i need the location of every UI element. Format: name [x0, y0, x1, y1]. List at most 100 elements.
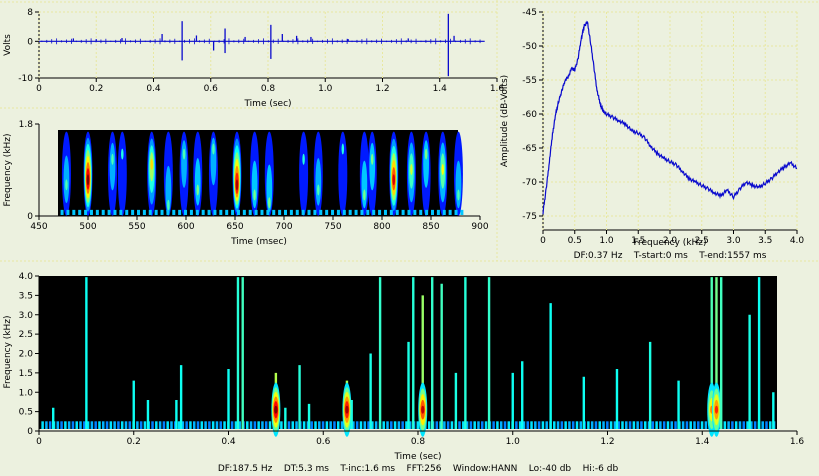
zoom-spectrogram-base [348, 209, 352, 215]
spectrogram-base [264, 421, 268, 429]
zoom-spectrogram-base [137, 209, 140, 215]
spectrogram-base [90, 421, 94, 429]
zoom-spectrogram-base [289, 209, 293, 215]
spectrogram-base [575, 421, 579, 429]
zoom-spectrogram-y-tick-label: 1.8 [19, 120, 34, 130]
zoom-spectrogram-base [101, 209, 105, 215]
spectrogram-base [693, 421, 696, 429]
zoom-spectrogram-base [325, 209, 329, 215]
spectrum-y-tick-label: -75 [522, 212, 537, 222]
zoom-spectrogram-base [225, 209, 229, 215]
zoom-spectrogram-base [113, 209, 117, 215]
spectrogram-base [621, 421, 624, 429]
zoom-spectrogram-base [260, 209, 264, 215]
spectrogram-base [352, 421, 355, 429]
zoom-spectrogram-x-tick-label: 500 [79, 222, 96, 232]
spectrogram-streak [369, 353, 372, 429]
waveform-gridlines [38, 11, 498, 78]
zoom-spectrogram-base [78, 209, 82, 215]
spectrogram-base [727, 421, 730, 429]
zoom-spectrogram-base [160, 209, 164, 215]
zoom-spectrogram-base [125, 209, 129, 215]
spectrogram-base [204, 421, 207, 429]
zoom-spectrogram-blob [253, 189, 256, 201]
spectrogram-base [336, 421, 340, 429]
spectrum-x-tick-label: 1.5 [631, 236, 645, 246]
spectrogram-base [662, 421, 666, 429]
spectrogram-streak [146, 400, 150, 429]
spectrogram-x-tick-label: 1.6 [790, 437, 805, 447]
spectrogram-y-tick-label: 3.5 [19, 291, 33, 301]
spectrogram-x-ticks: 0 0.2 0.4 0.6 0.8 1.0 1.2 1.4 1.6 [36, 431, 804, 447]
spectrogram-base [295, 421, 298, 429]
spectrogram-base [503, 421, 507, 429]
spectrogram-base [189, 421, 192, 429]
zoom-spectrogram-blob [317, 184, 320, 196]
zoom-spectrogram-blob [150, 158, 153, 170]
spectrogram-footer: DF:187.5 Hz DT:5.3 ms T-inc:1.6 ms FFT:2… [218, 464, 619, 474]
spectrogram-streak [85, 277, 88, 429]
spectrum-y-tick-label: -70 [522, 178, 537, 188]
spectrogram-base [166, 421, 169, 429]
zoom-spectrogram-panel: 1.80 450 500 550 600 650 700 750 800 850 900 Freq… [3, 120, 489, 247]
spectrogram-base [613, 421, 617, 429]
spectrogram-base [158, 421, 162, 429]
spectrogram-base [155, 421, 158, 429]
zoom-spectrogram-base [60, 209, 64, 215]
spectrogram-base [45, 421, 48, 429]
spectrum-y-tick-label: -50 [522, 42, 537, 52]
zoom-spectrogram-base [107, 209, 111, 215]
spectrogram-streak [407, 341, 410, 429]
spectrogram-y-tick-label: 0.5 [19, 408, 33, 418]
spectrogram-base [280, 421, 283, 429]
spectrogram-y-tick-label: 2.0 [19, 350, 34, 360]
spectrum-trace [542, 20, 798, 215]
panel-separators [0, 0, 819, 262]
zoom-spectrogram-base [266, 209, 270, 215]
zoom-spectrogram-base [331, 209, 335, 215]
zoom-spectrogram-base [431, 209, 434, 215]
zoom-spectrogram-base [172, 209, 176, 215]
spectrogram-base [211, 421, 215, 429]
spectrogram-base [534, 421, 537, 429]
spectrogram-base [200, 421, 204, 429]
zoom-spectrogram-base [366, 209, 370, 215]
spectrogram-base [761, 421, 764, 429]
waveform-x-tick-label: 1.6 [490, 84, 505, 94]
spectrogram-base [302, 421, 306, 429]
spectrum-y-label: Amplitude (dB-Volts) [500, 75, 510, 167]
zoom-spectrogram-y-label: Frequency (kHz) [3, 133, 13, 206]
zoom-spectrogram-base [131, 209, 135, 215]
spectrogram-streak [772, 392, 775, 429]
zoom-spectrogram-blob [196, 184, 200, 196]
spectrogram-base [522, 421, 526, 429]
waveform-y-tick-label: 8 [27, 8, 33, 18]
spectrogram-base [185, 421, 188, 429]
spectrogram-base [79, 421, 82, 429]
spectrogram-base [333, 421, 336, 429]
spectrogram-base [738, 421, 742, 429]
spectrogram-base [170, 421, 173, 429]
zoom-spectrogram-blob [165, 165, 172, 214]
zoom-spectrogram-x-ticks: 450 500 550 600 650 700 750 800 850 900 [30, 216, 489, 232]
spectrogram-base [181, 421, 185, 429]
waveform-x-tick-label: 0.8 [261, 84, 276, 94]
zoom-spectrogram-events [60, 131, 464, 216]
spectrogram-y-tick-label: 1.0 [19, 388, 34, 398]
spectrogram-base [382, 421, 385, 429]
spectrogram-streak [175, 400, 178, 429]
spectrogram-base [287, 421, 291, 429]
zoom-spectrogram-base [395, 209, 399, 215]
spectrogram-blob [421, 405, 425, 414]
spectrogram-base [56, 421, 60, 429]
spectrogram-base [587, 421, 590, 429]
spectrum-x-tick-label: 1.0 [599, 236, 614, 246]
spectrum-footer: DF:0.37 Hz T-start:0 ms T-end:1557 ms [574, 251, 767, 261]
spectrogram-base [120, 421, 124, 429]
spectrogram-base [367, 421, 370, 429]
zoom-spectrogram-base [313, 209, 317, 215]
spectrogram-base [261, 421, 264, 429]
spectrogram-x-tick-label: 0 [36, 437, 42, 447]
spectrogram-base [390, 421, 393, 429]
zoom-spectrogram-base [336, 209, 340, 215]
